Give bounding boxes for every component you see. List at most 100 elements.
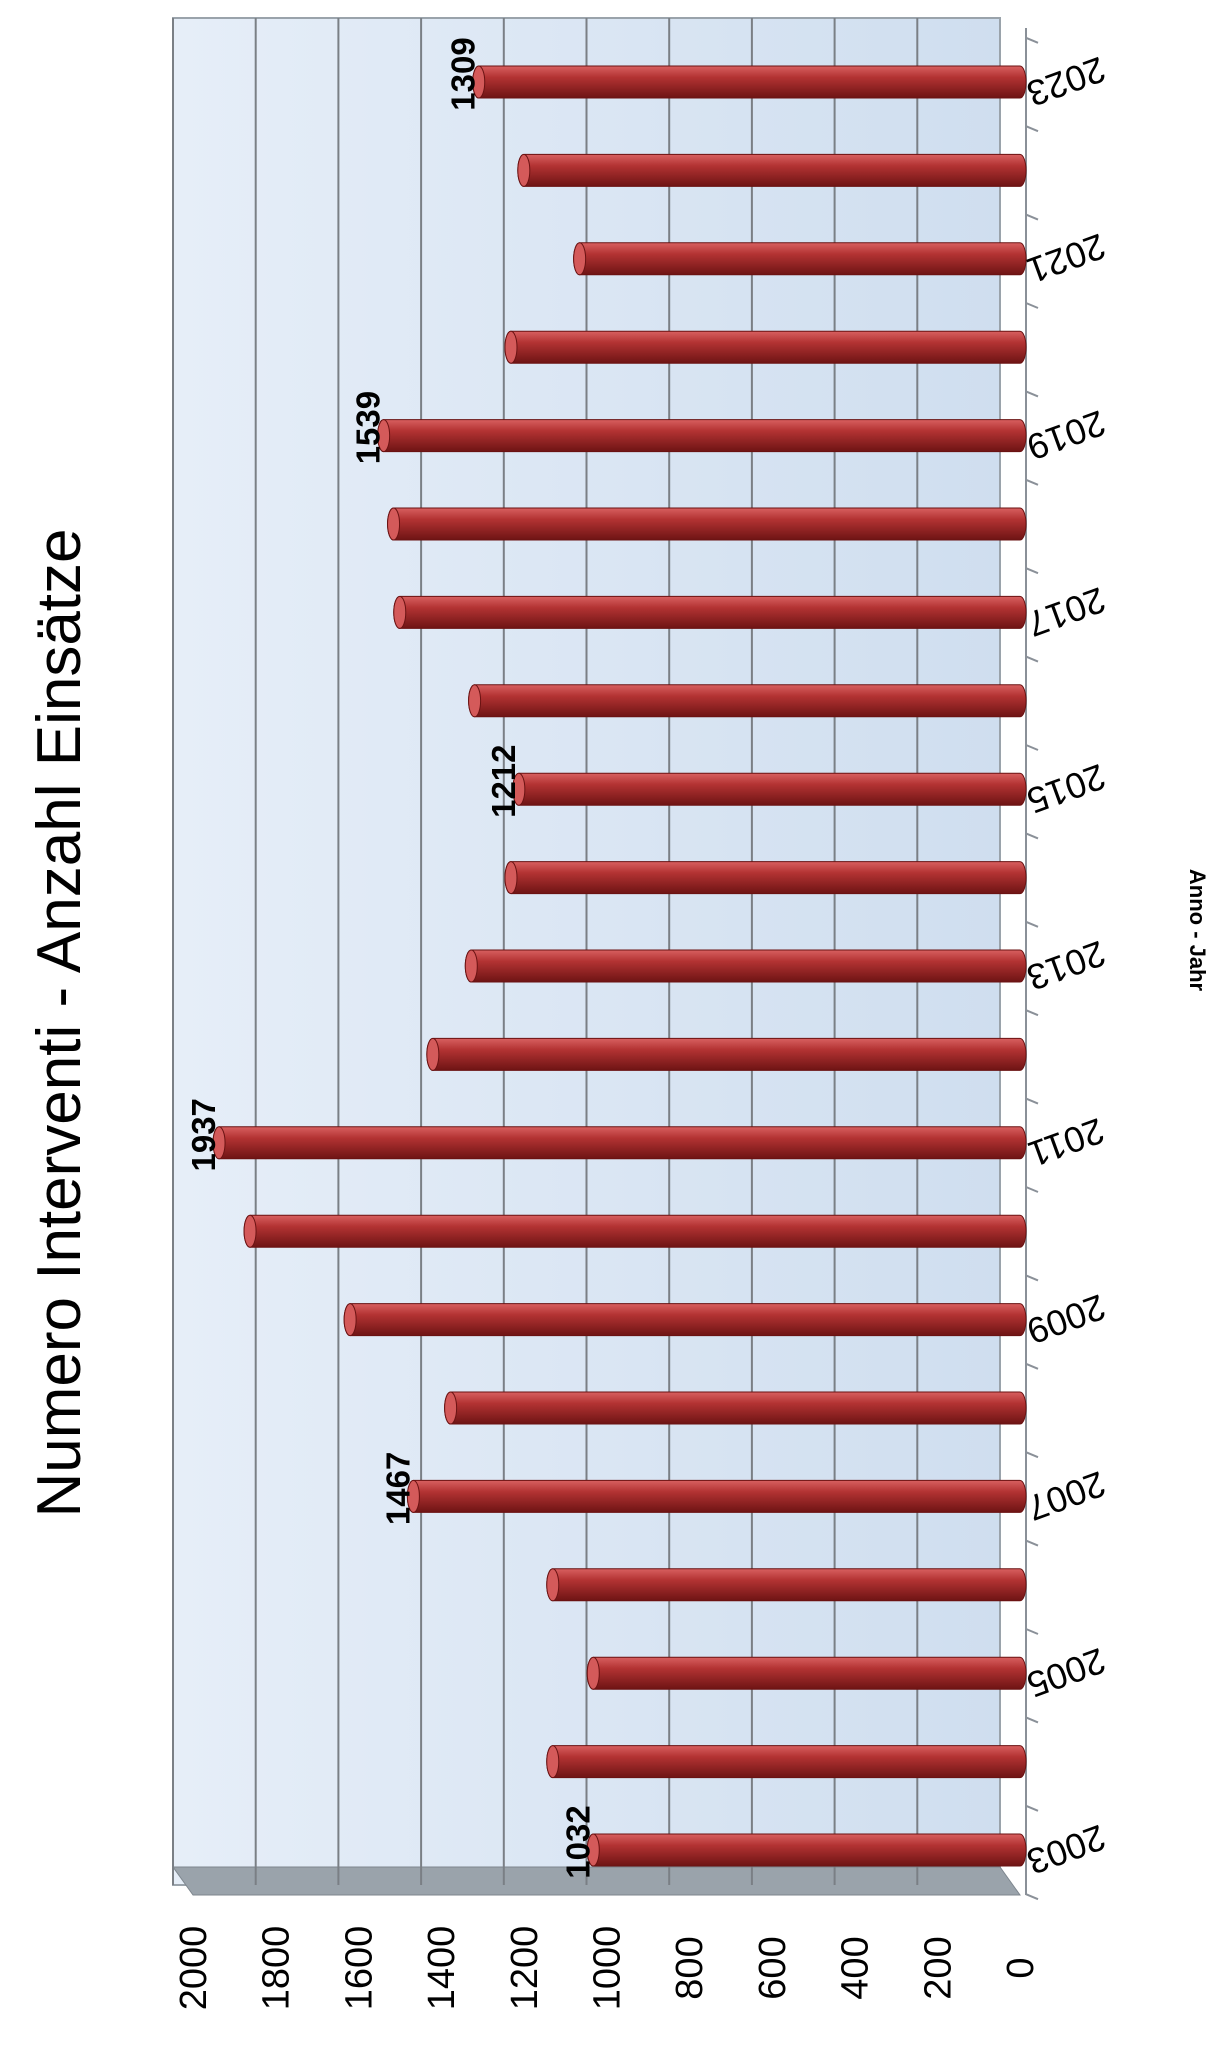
bar-body [517, 153, 1027, 187]
bar-cap [586, 1833, 600, 1867]
bar [512, 772, 1027, 806]
category-tick [1025, 1009, 1039, 1017]
bar [426, 1037, 1027, 1071]
bar [393, 595, 1027, 629]
bar-body [444, 1391, 1027, 1425]
bar-cap [573, 242, 587, 276]
bar-body [377, 419, 1027, 453]
data-label: 1032 [559, 1805, 596, 1878]
value-tick-label: 200 [917, 1936, 959, 1999]
bar-body [212, 1126, 1027, 1160]
bar [406, 1479, 1027, 1513]
bar-body [512, 772, 1027, 806]
bar-cap [546, 1745, 560, 1779]
chart-title: Numero Interventi - Anzahl Einsätze [25, 528, 94, 1517]
value-axis: 0 200 400 600 800 1000 1200 1400 1600 1800 2000 [173, 1926, 1042, 2011]
category-tick-label: 2003 [1022, 1817, 1111, 1883]
bar-cap [468, 684, 482, 718]
bar-cap [504, 330, 518, 364]
category-tick [1025, 1893, 1039, 1901]
value-tick-label: 0 [1000, 1957, 1042, 1978]
category-tick [1025, 920, 1039, 928]
bar [573, 242, 1027, 276]
value-tick-label: 1800 [256, 1926, 298, 2011]
category-tick-label: 2013 [1022, 933, 1111, 999]
value-tick-label: 800 [669, 1936, 711, 1999]
bar [517, 153, 1027, 187]
bar-cap [212, 1126, 226, 1160]
value-tick-label: 1200 [504, 1926, 546, 2011]
bar-cap [517, 153, 531, 187]
bar-body [586, 1833, 1027, 1867]
bar-cap [387, 507, 401, 541]
category-tick [1025, 478, 1039, 486]
bar [546, 1568, 1027, 1602]
bar [468, 684, 1027, 718]
bar-body [243, 1214, 1027, 1248]
bar-cap [504, 861, 518, 895]
bar-body [546, 1568, 1027, 1602]
data-labels: 1032 1467 1937 1212 1539 1309 [185, 37, 596, 1878]
data-label: 1309 [445, 37, 482, 110]
bar [387, 507, 1027, 541]
bar-body [393, 595, 1027, 629]
category-tick-label: 2021 [1022, 226, 1111, 292]
bar-body [472, 65, 1027, 99]
bar-cap [243, 1214, 257, 1248]
bar-cap [377, 419, 391, 453]
bar-body [504, 330, 1027, 364]
bar [377, 419, 1027, 453]
category-tick [1025, 1451, 1039, 1459]
bar [444, 1391, 1027, 1425]
value-tick-label: 600 [752, 1936, 794, 1999]
bar-body [343, 1303, 1027, 1337]
plot-floor [172, 1866, 1021, 1896]
value-tick-label: 1600 [338, 1926, 380, 2011]
bar [504, 330, 1027, 364]
bar-body [573, 242, 1027, 276]
bar-cap [393, 595, 407, 629]
bar-body [406, 1479, 1027, 1513]
data-label: 1212 [485, 744, 522, 817]
category-tick [1025, 1539, 1039, 1547]
data-label: 1539 [350, 391, 387, 464]
bar [472, 65, 1027, 99]
category-tick [1025, 1804, 1039, 1812]
category-tick [1025, 390, 1039, 398]
data-label: 1467 [379, 1452, 416, 1525]
category-tick [1025, 213, 1039, 221]
bar-cap [406, 1479, 420, 1513]
category-tick-label: 2007 [1022, 1463, 1111, 1529]
bar [212, 1126, 1027, 1160]
bar-cap [464, 949, 478, 983]
category-tick [1025, 655, 1039, 663]
bar-cap [426, 1037, 440, 1071]
bar-body [586, 1656, 1027, 1690]
bar-body [387, 507, 1027, 541]
bar-cap [472, 65, 486, 99]
value-tick-label: 400 [835, 1936, 877, 1999]
bar [586, 1656, 1027, 1690]
bar-cap [444, 1391, 458, 1425]
category-tick [1025, 1097, 1039, 1105]
bars [212, 65, 1027, 1867]
bar [343, 1303, 1027, 1337]
category-tick-label: 2005 [1022, 1640, 1111, 1706]
category-tick [1025, 1274, 1039, 1282]
category-tick-label: 2011 [1023, 1110, 1110, 1175]
category-tick [1025, 1716, 1039, 1724]
bar-body [504, 861, 1027, 895]
category-tick [1025, 125, 1039, 133]
category-tick [1025, 36, 1039, 44]
category-tick-label: 2017 [1022, 579, 1111, 645]
bar [504, 861, 1027, 895]
category-tick [1025, 1362, 1039, 1370]
x-axis-title: Anno - Jahr [1185, 869, 1210, 992]
bar-body [464, 949, 1027, 983]
value-tick-label: 1000 [587, 1926, 629, 2011]
bar [243, 1214, 1027, 1248]
bar [546, 1745, 1027, 1779]
category-tick [1025, 1628, 1039, 1635]
bar [586, 1833, 1027, 1867]
